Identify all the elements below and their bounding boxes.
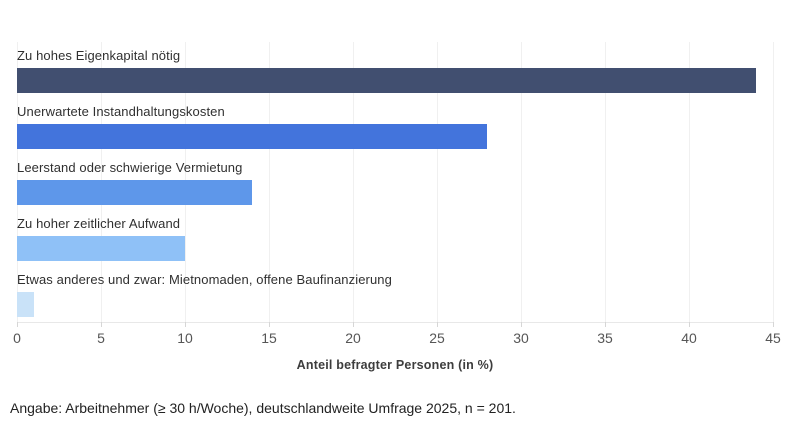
category-label: Zu hoher zeitlicher Aufwand xyxy=(17,216,181,231)
x-tick-label: 35 xyxy=(597,330,613,346)
x-tick-label: 20 xyxy=(345,330,361,346)
x-tick-label: 10 xyxy=(177,330,193,346)
footnote: Angabe: Arbeitnehmer (≥ 30 h/Woche), deu… xyxy=(10,400,516,416)
gridline xyxy=(269,42,270,322)
x-tick-label: 0 xyxy=(13,330,21,346)
chart-row: Leerstand oder schwierige Vermietung xyxy=(17,154,773,210)
bar xyxy=(17,236,185,261)
category-label: Etwas anderes und zwar: Mietnomaden, off… xyxy=(17,272,392,287)
chart-row: Zu hohes Eigenkapital nötig xyxy=(17,42,773,98)
plot-area: Zu hohes Eigenkapital nötig Unerwartete I… xyxy=(17,42,774,322)
x-tick-label: 5 xyxy=(97,330,105,346)
x-tick-label: 40 xyxy=(681,330,697,346)
x-tick-mark xyxy=(101,322,102,327)
x-tick-label: 45 xyxy=(765,330,781,346)
chart-row: Unerwartete Instandhaltungskosten xyxy=(17,98,773,154)
chart-row: Zu hoher zeitlicher Aufwand xyxy=(17,210,773,266)
x-tick-label: 25 xyxy=(429,330,445,346)
x-tick-mark xyxy=(269,322,270,327)
gridline xyxy=(521,42,522,322)
x-tick-mark xyxy=(353,322,354,327)
x-tick-mark xyxy=(437,322,438,327)
x-tick-mark xyxy=(17,322,18,327)
x-tick-mark xyxy=(605,322,606,327)
x-tick-label: 15 xyxy=(261,330,277,346)
bar xyxy=(17,124,488,149)
gridline xyxy=(437,42,438,322)
x-tick-mark xyxy=(521,322,522,327)
bar xyxy=(17,68,757,93)
category-label: Unerwartete Instandhaltungskosten xyxy=(17,104,225,119)
bar xyxy=(17,292,34,317)
gridline xyxy=(773,42,774,322)
x-axis-title: Anteil befragter Personen (in %) xyxy=(296,358,494,372)
gridline xyxy=(605,42,606,322)
category-label: Leerstand oder schwierige Vermietung xyxy=(17,160,243,175)
gridline xyxy=(353,42,354,322)
x-tick-label: 30 xyxy=(513,330,529,346)
x-tick-mark xyxy=(185,322,186,327)
chart-row: Etwas anderes und zwar: Mietnomaden, off… xyxy=(17,266,773,322)
gridline xyxy=(689,42,690,322)
category-label: Zu hohes Eigenkapital nötig xyxy=(17,48,181,63)
x-tick-mark xyxy=(773,322,774,327)
x-tick-mark xyxy=(689,322,690,327)
bar xyxy=(17,180,253,205)
x-axis-line xyxy=(17,322,773,323)
